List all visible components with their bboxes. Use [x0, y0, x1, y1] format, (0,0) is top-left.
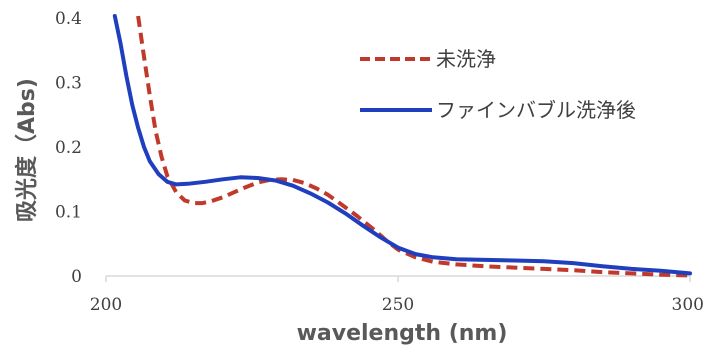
legend: 未洗浄 ファインバブル洗浄後	[360, 47, 636, 122]
legend-label-series-0: 未洗浄	[436, 47, 496, 71]
legend-label-series-1: ファインバブル洗浄後	[436, 98, 636, 122]
x-tick-label: 250	[382, 295, 414, 315]
y-tick-label: 0.2	[55, 138, 82, 158]
x-axis-title: wavelength (nm)	[297, 321, 508, 346]
y-tick-label: 0.1	[55, 203, 82, 223]
series-group	[112, 14, 692, 278]
y-ticks: 0 0.1 0.2 0.3 0.4	[55, 9, 82, 287]
series-line-0	[136, 15, 691, 278]
x-ticks: 200 250 300	[90, 276, 704, 315]
y-tick-label: 0	[71, 267, 82, 287]
y-tick-label: 0.3	[55, 74, 82, 94]
x-tick-label: 300	[672, 295, 704, 315]
x-tick-label: 200	[90, 295, 122, 315]
y-tick-label: 0.4	[55, 9, 82, 29]
y-axis-title: 吸光度（Abs)	[14, 78, 40, 222]
series-line-1	[112, 14, 692, 276]
